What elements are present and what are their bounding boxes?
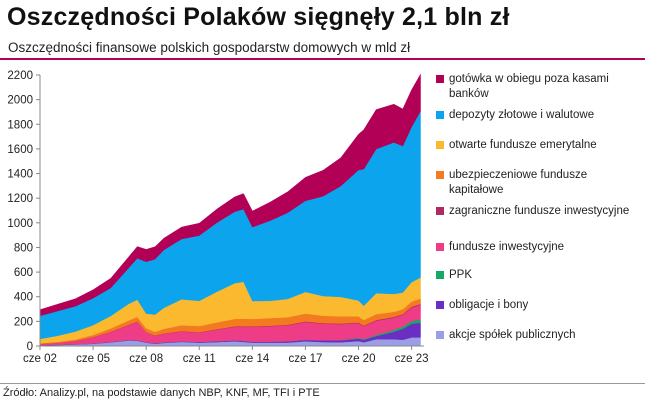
x-tick-label: cze 17	[288, 353, 322, 365]
legend-item: fundusze inwestycyjne	[436, 240, 564, 255]
x-tick-label: cze 14	[235, 353, 269, 365]
y-tick-label: 1800	[7, 119, 33, 131]
y-tick-label: 200	[14, 316, 33, 328]
x-tick-label: cze 05	[76, 353, 110, 365]
x-tick-label: cze 08	[129, 353, 163, 365]
legend-label: zagraniczne fundusze inwestycyjne	[449, 205, 630, 217]
legend-swatch	[436, 243, 444, 251]
legend-item: akcje spółek publicznych	[436, 328, 576, 343]
y-tick-label: 400	[14, 292, 33, 304]
legend-label: ubezpieczeniowe fundusze kapitałowe	[449, 169, 588, 196]
source-note: Źródło: Analizy.pl, na podstawie danych …	[3, 387, 320, 399]
x-tick-label: cze 11	[183, 353, 216, 365]
chart-title: Oszczędności Polaków sięgnęły 2,1 bln zł	[7, 3, 510, 31]
legend-label: PPK	[449, 269, 473, 281]
y-tick-label: 800	[14, 242, 33, 254]
y-tick-label: 1400	[7, 169, 33, 181]
legend-item: obligacje i bony	[436, 298, 528, 313]
legend-item: PPK	[436, 268, 472, 283]
legend-swatch	[436, 207, 444, 215]
legend-swatch	[436, 75, 444, 83]
y-tick-label: 2000	[7, 95, 33, 107]
legend-label: obligacje i bony	[449, 299, 529, 311]
y-tick-label: 2200	[7, 70, 33, 82]
legend-label: gotówka w obiegu poza kasami banków	[449, 73, 609, 100]
stacked-area-chart: 0 200 400 600 800 1000 1200 1400 1600 1800 2000 220…	[7, 70, 429, 365]
legend-swatch	[436, 141, 444, 149]
footer-divider	[0, 383, 645, 384]
legend-label: akcje spółek publicznych	[449, 329, 576, 341]
legend-swatch	[436, 171, 444, 179]
legend-label: depozyty złotowe i walutowe	[449, 109, 595, 121]
legend-swatch	[436, 301, 444, 309]
y-tick-label: 600	[14, 267, 33, 279]
x-tick-label: cze 20	[342, 353, 376, 365]
legend-item: ubezpieczeniowe fundusze kapitałowe	[436, 168, 641, 197]
legend-swatch	[436, 271, 444, 279]
chart-subtitle: Oszczędności finansowe polskich gospodar…	[8, 40, 411, 55]
legend-item: gotówka w obiegu poza kasami banków	[436, 72, 641, 101]
x-tick-label: cze 02	[23, 353, 57, 365]
legend-item: otwarte fundusze emerytalne	[436, 138, 597, 153]
chart-area: 0 200 400 600 800 1000 1200 1400 1600 1800 2000 220…	[0, 64, 645, 376]
header-divider	[0, 58, 645, 60]
y-tick-label: 1600	[7, 144, 33, 156]
legend-item: zagraniczne fundusze inwestycyjne	[436, 204, 629, 219]
legend-swatch	[436, 111, 444, 119]
legend-swatch	[436, 331, 444, 339]
y-tick-label: 0	[27, 341, 33, 353]
y-tick-label: 1200	[7, 193, 33, 205]
legend-item: depozyty złotowe i walutowe	[436, 108, 594, 123]
x-tick-label: cze 23	[395, 353, 429, 365]
area-series-8	[39, 73, 421, 317]
legend-label: otwarte fundusze emerytalne	[449, 139, 597, 151]
y-tick-label: 1000	[7, 218, 33, 230]
legend-label: fundusze inwestycyjne	[449, 241, 565, 253]
